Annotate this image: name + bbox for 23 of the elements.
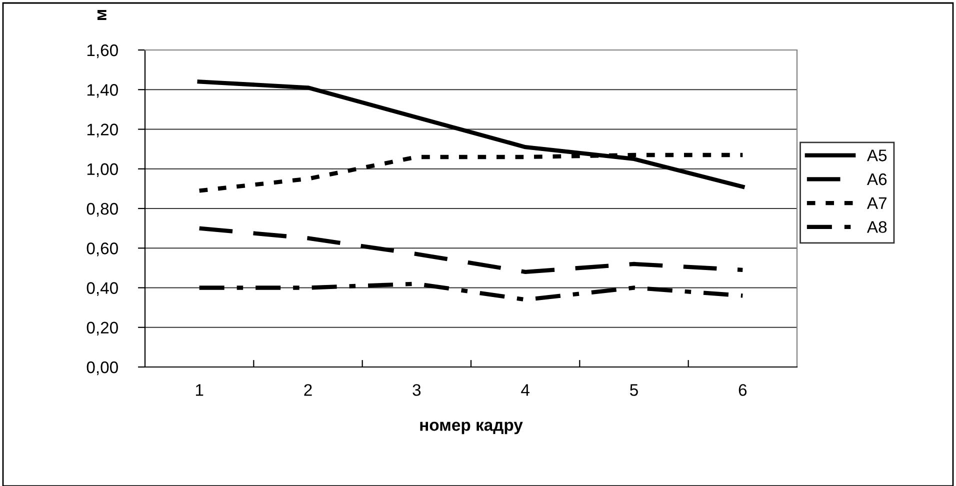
- x-axis-title: номер кадру: [420, 422, 523, 434]
- y-tick-label: 1,00: [87, 163, 118, 178]
- y-tick-label: 0,20: [86, 322, 118, 336]
- legend-label: A6: [866, 173, 887, 186]
- y-axis-title: м: [98, 10, 106, 20]
- x-tick-label: 3: [412, 384, 421, 396]
- y-tick-label: 0,60: [86, 242, 118, 256]
- legend-label: A7: [866, 197, 886, 209]
- x-tick-label: 6: [738, 384, 747, 396]
- legend-label: A8: [866, 221, 887, 233]
- y-tick-label: 0,00: [86, 361, 118, 376]
- x-tick-label: 1: [196, 384, 204, 396]
- line-series: [197, 282, 745, 302]
- line-series: [197, 80, 745, 189]
- legend-label: A5: [866, 150, 887, 162]
- y-tick-label: 1,40: [87, 84, 118, 98]
- y-tick-label: 1,20: [87, 124, 118, 138]
- x-tick-label: 2: [304, 384, 312, 396]
- y-tick-label: 1,60: [87, 44, 118, 58]
- y-tick-label: 0,80: [86, 202, 118, 217]
- x-tick-label: 5: [630, 384, 638, 396]
- y-tick-label: 0,40: [86, 282, 118, 296]
- x-tick-label: 4: [521, 384, 530, 396]
